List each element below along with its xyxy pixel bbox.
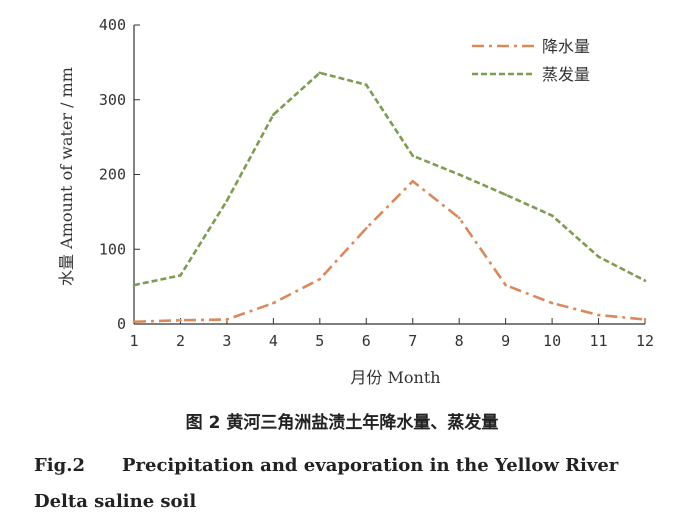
data-point [272, 301, 275, 305]
data-point [504, 283, 507, 287]
x-tick-label: 6 [362, 332, 371, 350]
data-point [550, 301, 554, 305]
data-point [597, 255, 600, 259]
series-line-2 [133, 71, 646, 287]
y-tick-label: 200 [99, 166, 126, 184]
data-point [225, 318, 229, 321]
x-tick-label: 7 [408, 332, 417, 350]
x-tick-label: 2 [176, 332, 185, 350]
data-point [179, 318, 182, 322]
x-tick-label: 9 [501, 332, 510, 350]
data-point [132, 283, 136, 287]
x-axis-label: 月份 Month [350, 368, 440, 387]
data-point [272, 113, 275, 116]
data-point [179, 274, 182, 277]
data-point [364, 83, 368, 87]
x-tick-label: 1 [129, 332, 138, 350]
x-tick-label: 8 [455, 332, 464, 350]
y-tick-label: 100 [99, 240, 126, 258]
x-tick-label: 12 [636, 332, 654, 350]
data-point [132, 320, 136, 324]
x-tick-label: 5 [315, 332, 324, 350]
data-point [643, 318, 647, 321]
data-point [457, 216, 461, 220]
data-point [364, 227, 368, 230]
data-point [643, 279, 647, 282]
figure-caption-text: Precipitation and evaporation in the Yel… [34, 455, 619, 512]
y-axis-label: 水量 Amount of water / mm [57, 67, 76, 286]
data-point [225, 199, 229, 202]
x-tick-label: 10 [543, 332, 561, 350]
data-point [411, 154, 415, 158]
series-line-1 [133, 179, 646, 324]
data-point [411, 179, 415, 183]
legend-label-1: 降水量 [542, 37, 590, 56]
figure-caption-english: Fig.2 Precipitation and evaporation in th… [34, 448, 674, 520]
data-point [550, 214, 554, 217]
data-point [504, 193, 507, 196]
x-tick-label: 4 [269, 332, 278, 350]
y-tick-label: 0 [117, 315, 126, 333]
x-tick-label: 3 [222, 332, 231, 350]
figure-caption-chinese: 图 2 黄河三角洲盐渍土年降水量、蒸发量 [185, 413, 499, 433]
legend-label-2: 蒸发量 [542, 65, 590, 84]
y-tick-label: 300 [99, 91, 126, 109]
data-point [597, 313, 600, 317]
figure-number: Fig.2 [34, 455, 85, 476]
data-point [457, 173, 461, 176]
data-point [318, 277, 322, 281]
data-point [318, 71, 322, 75]
series-lines [132, 71, 647, 324]
x-tick-label: 11 [590, 332, 608, 350]
y-tick-label: 400 [99, 16, 126, 34]
